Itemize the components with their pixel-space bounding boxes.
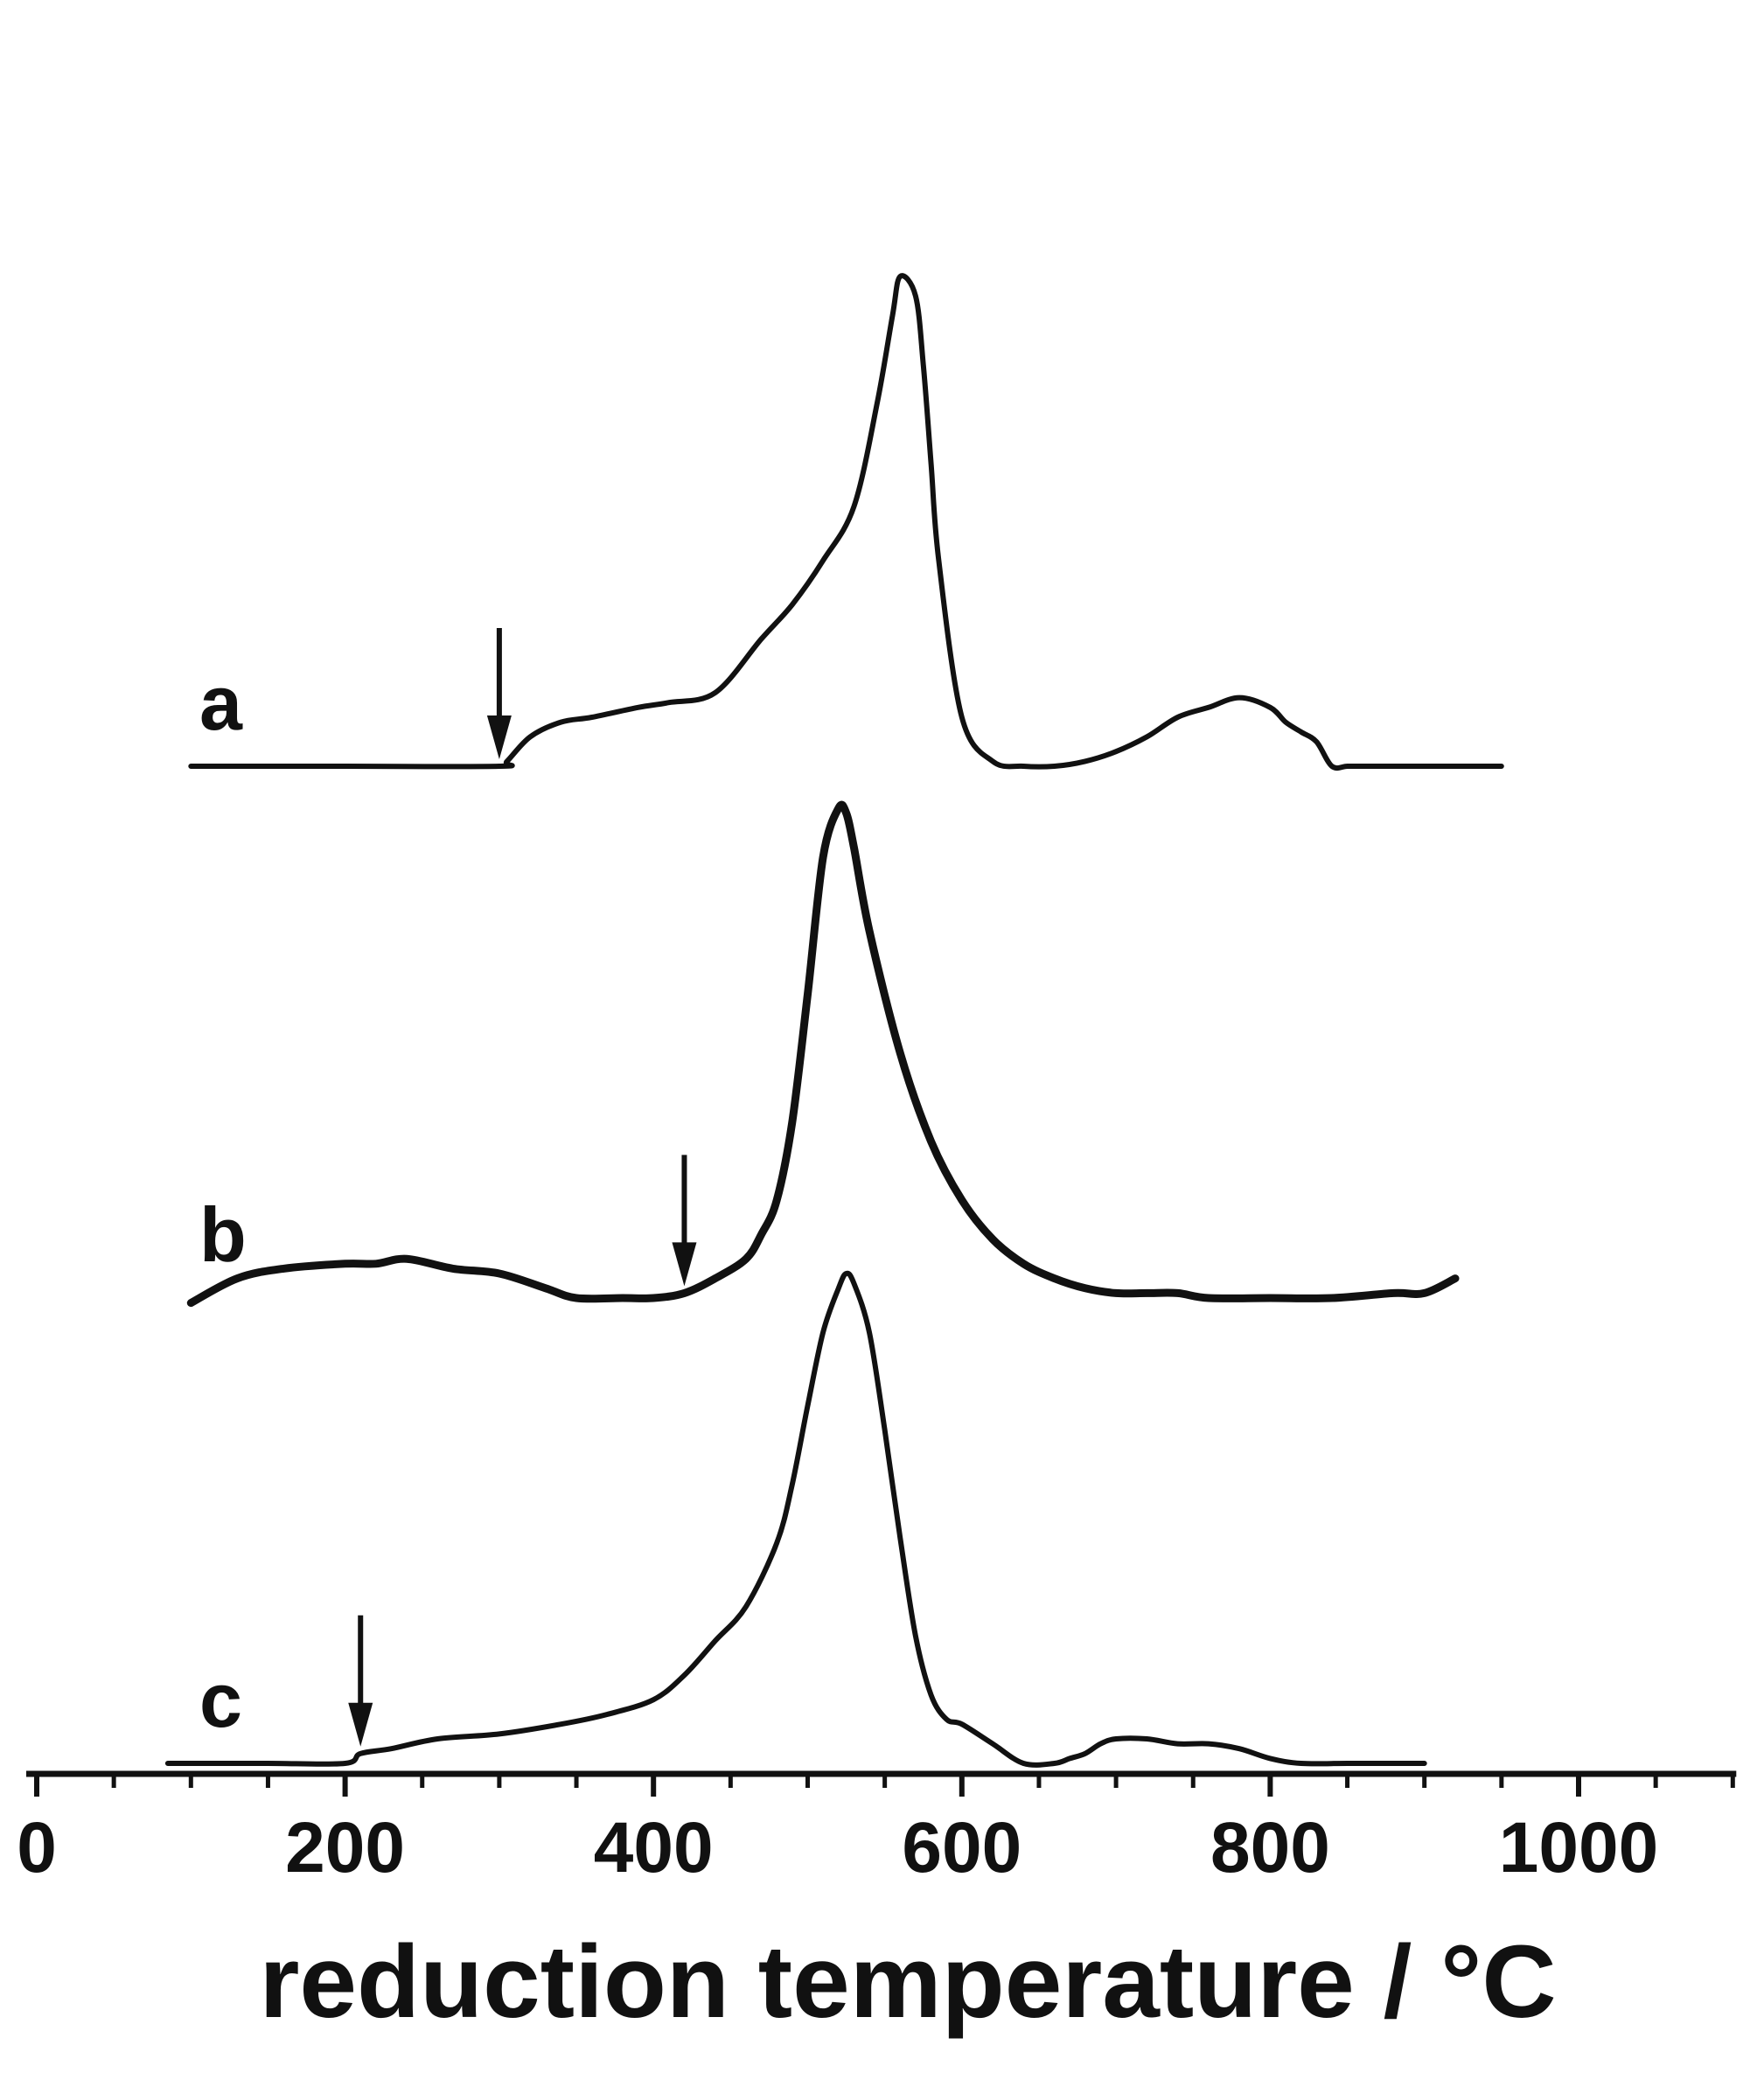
series-b-label: b <box>199 1191 247 1278</box>
series-c-onset-arrow-head <box>348 1702 373 1747</box>
series-c-label: c <box>199 1657 242 1743</box>
series-a-onset-arrow-head <box>486 715 512 759</box>
x-tick-label: 1000 <box>1499 1808 1658 1888</box>
arrows-group <box>348 628 697 1747</box>
x-ticks-group <box>34 1774 1735 1797</box>
x-tick-label: 800 <box>1210 1808 1330 1888</box>
x-tick-label: 200 <box>285 1808 405 1888</box>
x-tick-label: 400 <box>594 1808 714 1888</box>
x-tick-label: 600 <box>902 1808 1021 1888</box>
curve-labels-group: a b c <box>199 660 247 1743</box>
x-tick-label: 0 <box>17 1808 57 1888</box>
series-b-line <box>186 800 1460 1308</box>
series-a-line <box>188 273 1504 771</box>
series-b-onset-arrow-head <box>672 1242 697 1287</box>
curves-group <box>164 273 1504 1768</box>
series-c-line <box>164 1270 1427 1768</box>
series-a-label: a <box>199 660 243 746</box>
x-tick-labels-group: 0 200 400 600 800 1000 <box>17 1808 1658 1888</box>
x-axis-title: reduction temperature / °C <box>259 1924 1556 2040</box>
